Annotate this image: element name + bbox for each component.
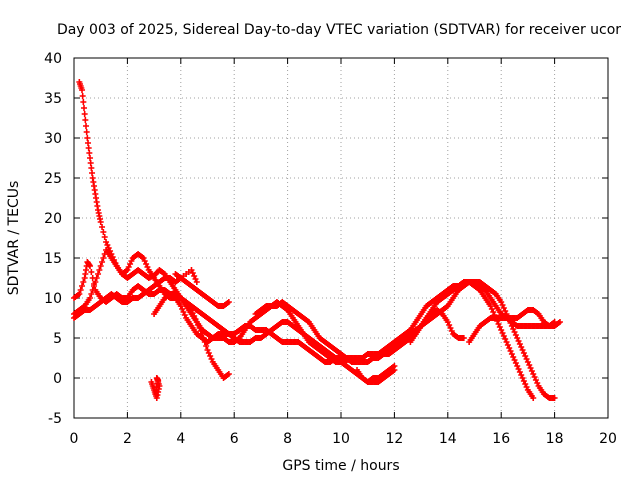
x-tick-label: 4 (176, 431, 185, 447)
grid-vertical (126, 58, 556, 418)
series-sat-d (71, 275, 232, 321)
data-point (92, 279, 99, 285)
data-point (77, 287, 84, 293)
data-point (93, 275, 100, 281)
data-point (152, 391, 159, 397)
y-tick-label: 5 (53, 331, 62, 347)
y-tick-label: 15 (44, 251, 62, 267)
data-point (97, 263, 104, 269)
data-point (95, 271, 102, 277)
data-point (80, 99, 87, 105)
y-tick-label: 20 (44, 211, 62, 227)
data-point (81, 105, 88, 111)
data-point (225, 371, 232, 377)
x-tick-label: 2 (123, 431, 132, 447)
data-point (80, 279, 87, 285)
data-point (96, 267, 103, 273)
y-tick-label: 10 (44, 291, 62, 307)
chart-title: Day 003 of 2025, Sidereal Day-to-day VTE… (57, 22, 621, 38)
y-axis-title: SDTVAR / TECUs (6, 181, 22, 296)
y-tick-label: 30 (44, 131, 62, 147)
series-sat-j (148, 375, 163, 401)
data-series (71, 79, 563, 401)
series-sat-l (354, 363, 398, 385)
series-sat-h (407, 307, 467, 345)
series-sat-c (71, 247, 398, 385)
y-tick-label: -5 (48, 411, 62, 427)
data-point (551, 395, 558, 401)
x-tick-label: 10 (332, 431, 350, 447)
series-sat-g (364, 279, 558, 401)
data-point (88, 269, 95, 275)
x-tick-label: 0 (70, 431, 79, 447)
x-tick-label: 6 (230, 431, 239, 447)
data-point (225, 299, 232, 305)
x-tick-label: 20 (599, 431, 617, 447)
data-point (89, 287, 96, 293)
data-point (99, 224, 106, 230)
data-point (79, 93, 86, 99)
data-point (88, 291, 95, 297)
data-point (81, 111, 88, 117)
data-point (83, 123, 90, 129)
x-tick-label: 14 (439, 431, 457, 447)
data-point (97, 219, 104, 225)
x-tick-label: 16 (492, 431, 510, 447)
x-tick-label: 18 (546, 431, 564, 447)
tick-marks (73, 57, 609, 419)
x-axis-ticks: 0 2 4 6 8 10 12 14 16 18 20 (70, 431, 617, 447)
data-point (99, 259, 106, 265)
data-point (87, 295, 94, 301)
data-point (83, 129, 90, 135)
series-sat-i (466, 307, 563, 345)
data-point (100, 229, 107, 235)
data-point (87, 263, 94, 269)
data-point (91, 283, 98, 289)
data-point (82, 117, 89, 123)
data-point (79, 87, 86, 93)
data-point (76, 291, 83, 297)
data-point (556, 319, 563, 325)
data-point (391, 363, 398, 369)
data-point (193, 279, 200, 285)
data-point (460, 335, 467, 341)
data-point (530, 395, 537, 401)
y-tick-label: 0 (53, 371, 62, 387)
x-tick-label: 8 (283, 431, 292, 447)
data-point (101, 234, 108, 240)
data-point (79, 283, 86, 289)
y-tick-label: 35 (44, 91, 62, 107)
series-sat-k (172, 267, 200, 285)
y-axis-ticks: -5 0 5 10 15 20 25 30 35 40 (44, 51, 62, 427)
y-tick-label: 25 (44, 171, 62, 187)
y-tick-label: 40 (44, 51, 62, 67)
data-point (100, 255, 107, 261)
x-tick-label: 12 (385, 431, 403, 447)
x-axis-title: GPS time / hours (282, 458, 399, 474)
